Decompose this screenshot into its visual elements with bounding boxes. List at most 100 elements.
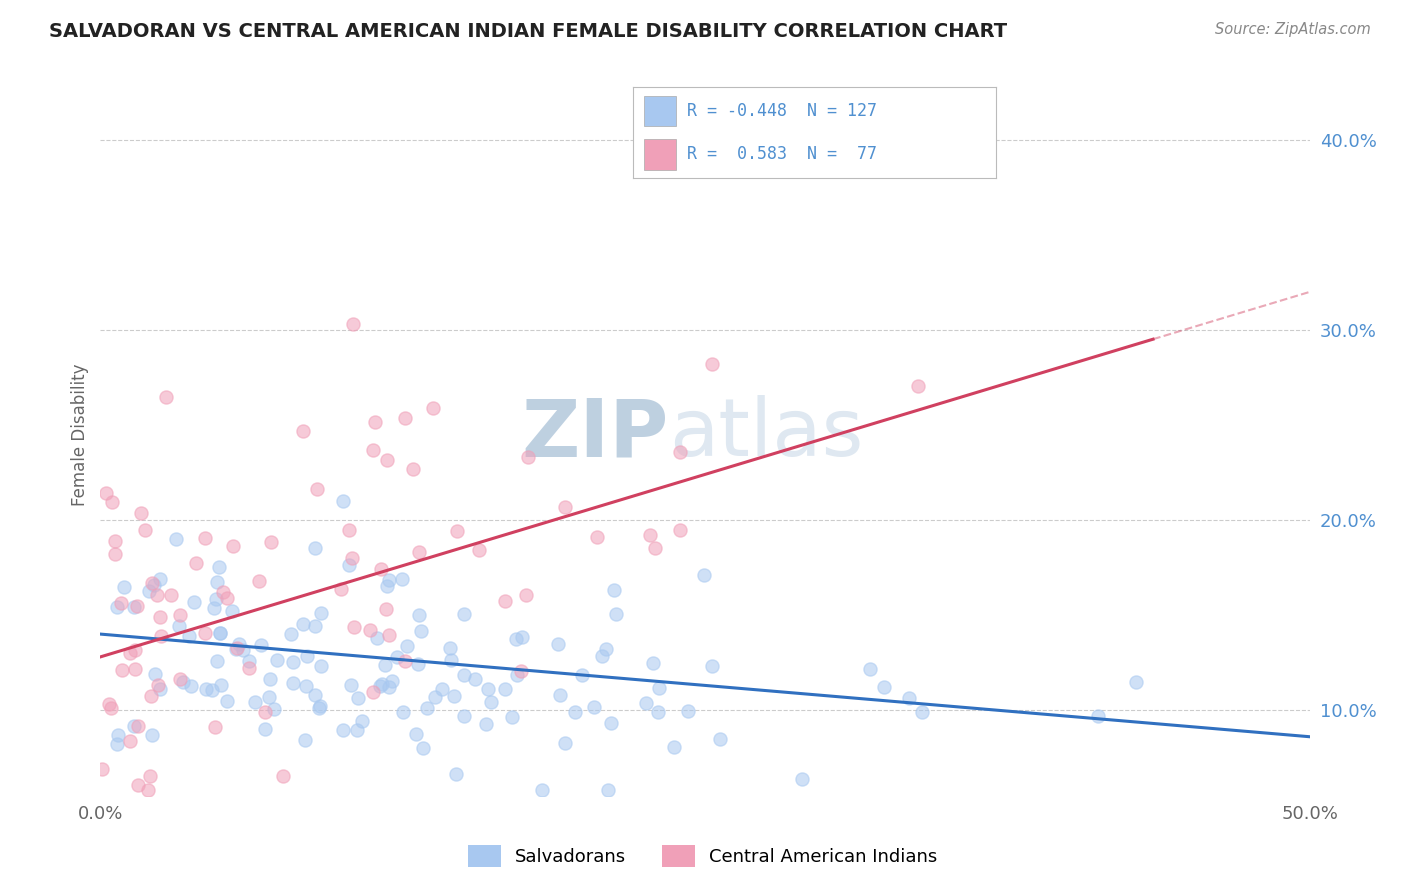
Point xyxy=(209,677,232,691)
Point xyxy=(211,584,233,599)
Point xyxy=(571,668,593,682)
Point xyxy=(554,500,576,514)
Point xyxy=(228,637,250,651)
Point xyxy=(145,588,167,602)
Point xyxy=(693,567,716,582)
Point xyxy=(184,556,207,570)
Point xyxy=(548,688,571,702)
Point xyxy=(149,628,172,642)
Point xyxy=(165,532,187,546)
Point xyxy=(359,623,381,637)
Point xyxy=(474,717,496,731)
Point xyxy=(603,583,626,598)
Point xyxy=(124,599,146,614)
Point xyxy=(243,695,266,709)
Point xyxy=(596,783,619,797)
Point xyxy=(112,580,135,594)
Point xyxy=(371,677,394,691)
Point xyxy=(291,424,314,438)
Point xyxy=(342,317,364,331)
Point xyxy=(392,705,415,719)
Point xyxy=(405,727,427,741)
Point xyxy=(700,659,723,673)
Point xyxy=(446,524,468,538)
Point xyxy=(408,545,430,559)
Point xyxy=(662,739,685,754)
Point xyxy=(375,579,398,593)
Point xyxy=(100,701,122,715)
Point xyxy=(204,720,226,734)
Point xyxy=(160,589,183,603)
Point xyxy=(177,629,200,643)
Point xyxy=(221,604,243,618)
Point xyxy=(343,620,366,634)
Point xyxy=(443,689,465,703)
Point xyxy=(564,705,586,719)
Point xyxy=(494,594,516,608)
Point xyxy=(194,531,217,545)
Point xyxy=(439,641,461,656)
Point xyxy=(599,716,621,731)
Point xyxy=(183,595,205,609)
Point xyxy=(453,607,475,621)
Point xyxy=(120,734,142,748)
Point xyxy=(468,543,491,558)
Point xyxy=(134,524,156,538)
Point xyxy=(648,681,671,695)
Point xyxy=(644,541,666,555)
Point xyxy=(155,390,177,404)
Point xyxy=(247,574,270,588)
Point xyxy=(260,534,283,549)
Point xyxy=(516,450,538,464)
Text: SALVADORAN VS CENTRAL AMERICAN INDIAN FEMALE DISABILITY CORRELATION CHART: SALVADORAN VS CENTRAL AMERICAN INDIAN FE… xyxy=(49,22,1007,41)
Point xyxy=(394,654,416,668)
Point xyxy=(172,674,194,689)
Text: ZIP: ZIP xyxy=(522,395,669,474)
Point xyxy=(332,723,354,738)
Point xyxy=(201,682,224,697)
Point xyxy=(366,631,388,645)
Point xyxy=(266,653,288,667)
Point xyxy=(385,649,408,664)
Point xyxy=(149,573,172,587)
Point xyxy=(375,601,398,615)
Point xyxy=(506,668,529,682)
Point xyxy=(129,507,152,521)
Point xyxy=(124,643,146,657)
Point xyxy=(530,783,553,797)
Point xyxy=(432,682,454,697)
Point xyxy=(263,702,285,716)
Point xyxy=(254,722,277,736)
Point xyxy=(205,574,228,589)
Point xyxy=(591,648,613,663)
Point xyxy=(195,681,218,696)
Point xyxy=(169,672,191,686)
Point xyxy=(370,562,392,576)
Point xyxy=(364,415,387,429)
Text: Source: ZipAtlas.com: Source: ZipAtlas.com xyxy=(1215,22,1371,37)
Point xyxy=(361,443,384,458)
Point xyxy=(205,592,228,607)
Point xyxy=(911,705,934,719)
Point xyxy=(215,694,238,708)
Point xyxy=(709,732,731,747)
Point xyxy=(97,698,120,712)
Point xyxy=(122,719,145,733)
Point xyxy=(169,608,191,623)
Point xyxy=(215,591,238,606)
Point xyxy=(377,453,399,467)
Point xyxy=(294,733,316,747)
Point xyxy=(208,625,231,640)
Legend: Salvadorans, Central American Indians: Salvadorans, Central American Indians xyxy=(461,838,945,874)
Point xyxy=(377,573,399,587)
Point xyxy=(907,378,929,392)
Point xyxy=(295,679,318,693)
Point xyxy=(453,708,475,723)
Point xyxy=(295,649,318,664)
Point xyxy=(107,728,129,742)
Point xyxy=(309,699,332,714)
Point xyxy=(1125,675,1147,690)
Point xyxy=(411,624,433,638)
Point xyxy=(605,607,627,621)
Point xyxy=(479,695,502,709)
